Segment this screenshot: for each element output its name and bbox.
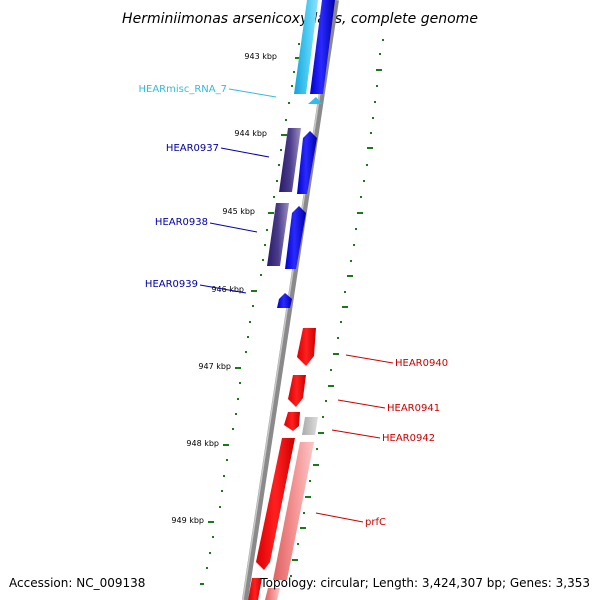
scale-label-949: 949 kbp <box>171 516 204 525</box>
gene-label-hear0938[interactable]: HEAR0938 <box>155 217 208 228</box>
scale-label-948: 948 kbp <box>186 439 219 448</box>
gene-arrow-0940 <box>297 328 316 366</box>
gene-label-hearmisc-rna-7[interactable]: HEARmisc_RNA_7 <box>139 84 228 95</box>
gene-block-dark-0938 <box>267 203 289 266</box>
leader-lines <box>199 88 394 523</box>
gene-block-dark-0937 <box>279 128 301 192</box>
gene-block-pink-prfc <box>273 442 314 580</box>
gene-block-pink-bottom <box>265 588 280 600</box>
gene-arrow-0941 <box>288 375 306 407</box>
scale-label-943: 943 kbp <box>244 52 277 61</box>
inner-ticks <box>200 43 301 585</box>
topology-text: Topology: circular; Length: 3,424,307 bp… <box>260 576 590 590</box>
gene-label-hear0939[interactable]: HEAR0939 <box>145 279 198 290</box>
map-title: Herminiimonas arsenicoxydans, complete g… <box>122 11 478 27</box>
gene-arrow-0942 <box>284 412 300 431</box>
gene-block-blue-top <box>310 0 335 94</box>
gene-label-hear0941[interactable]: HEAR0941 <box>387 403 440 414</box>
gene-label-hear0940[interactable]: HEAR0940 <box>395 358 448 369</box>
gene-block-cyan <box>294 0 318 94</box>
misc-rna-arrow <box>308 97 322 104</box>
accession-text: Accession: NC_009138 <box>9 576 146 590</box>
gene-block-grey-0942 <box>302 417 318 435</box>
outer-ticks <box>290 39 384 577</box>
gene-arrow-0939 <box>277 293 292 308</box>
gene-label-hear0937[interactable]: HEAR0937 <box>166 143 219 154</box>
scale-label-947: 947 kbp <box>198 362 231 371</box>
gene-block-blue-0938 <box>285 206 306 269</box>
gene-label-prfc[interactable]: prfC <box>365 517 386 528</box>
gene-block-red-prfc <box>256 438 295 570</box>
gene-block-blue-0937 <box>297 131 317 194</box>
scale-label-944: 944 kbp <box>234 129 267 138</box>
gene-label-hear0942[interactable]: HEAR0942 <box>382 433 435 444</box>
scale-label-945: 945 kbp <box>222 207 255 216</box>
gene-block-red-bottom <box>248 578 262 600</box>
